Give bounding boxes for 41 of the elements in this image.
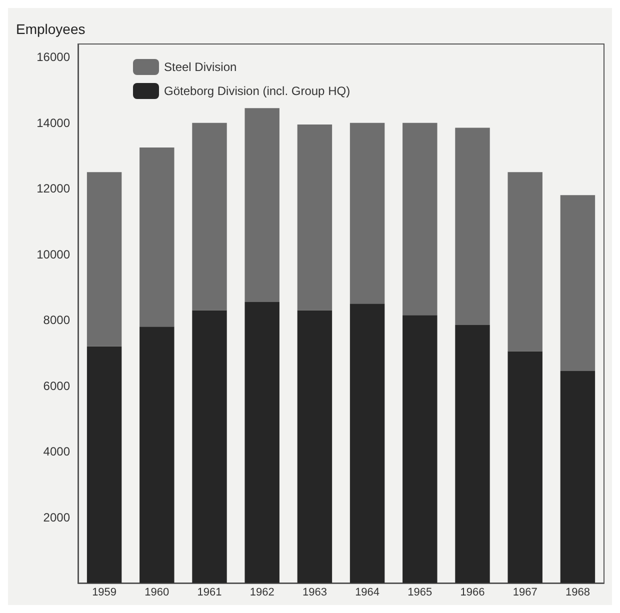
bar xyxy=(455,325,490,583)
bar xyxy=(350,122,385,304)
bar xyxy=(244,108,280,302)
bar xyxy=(508,172,542,352)
y-tick-label: 14000 xyxy=(36,116,70,130)
bar xyxy=(402,122,438,316)
y-tick-label: 6000 xyxy=(43,378,70,393)
bar xyxy=(508,351,542,583)
y-tick-label: 10000 xyxy=(36,247,70,262)
bar xyxy=(297,124,332,310)
y-tick-label: 2000 xyxy=(43,510,70,524)
y-tick-label: 8000 xyxy=(43,313,70,328)
x-tick-label: 1967 xyxy=(512,586,538,598)
x-tick-label: 1960 xyxy=(144,586,170,598)
y-axis-title: Employees xyxy=(16,21,86,37)
x-tick-label: 1963 xyxy=(302,586,327,598)
y-tick-label: 4000 xyxy=(43,444,70,459)
x-tick-label: 1965 xyxy=(408,586,432,598)
bar xyxy=(86,172,122,346)
bar xyxy=(560,195,596,372)
bar xyxy=(297,310,332,583)
bar xyxy=(350,304,385,583)
x-tick-label: 1959 xyxy=(92,586,117,598)
bar xyxy=(402,315,438,583)
bar xyxy=(140,326,174,583)
bar xyxy=(455,128,490,326)
bar xyxy=(192,122,227,310)
legend-label: Steel Division xyxy=(164,60,237,74)
bar xyxy=(192,310,227,583)
legend-label: Göteborg Division (incl. Group HQ) xyxy=(164,84,350,98)
bar xyxy=(560,371,596,583)
x-tick-label: 1961 xyxy=(197,586,222,598)
y-tick-label: 12000 xyxy=(36,182,70,196)
bar xyxy=(86,346,122,583)
y-tick-label: 16000 xyxy=(36,50,70,64)
x-tick-label: 1968 xyxy=(565,586,590,598)
bar xyxy=(140,148,174,327)
x-tick-label: 1962 xyxy=(250,586,274,598)
x-tick-label: 1966 xyxy=(460,586,485,598)
x-tick-label: 1964 xyxy=(355,586,380,598)
bar xyxy=(244,302,280,583)
